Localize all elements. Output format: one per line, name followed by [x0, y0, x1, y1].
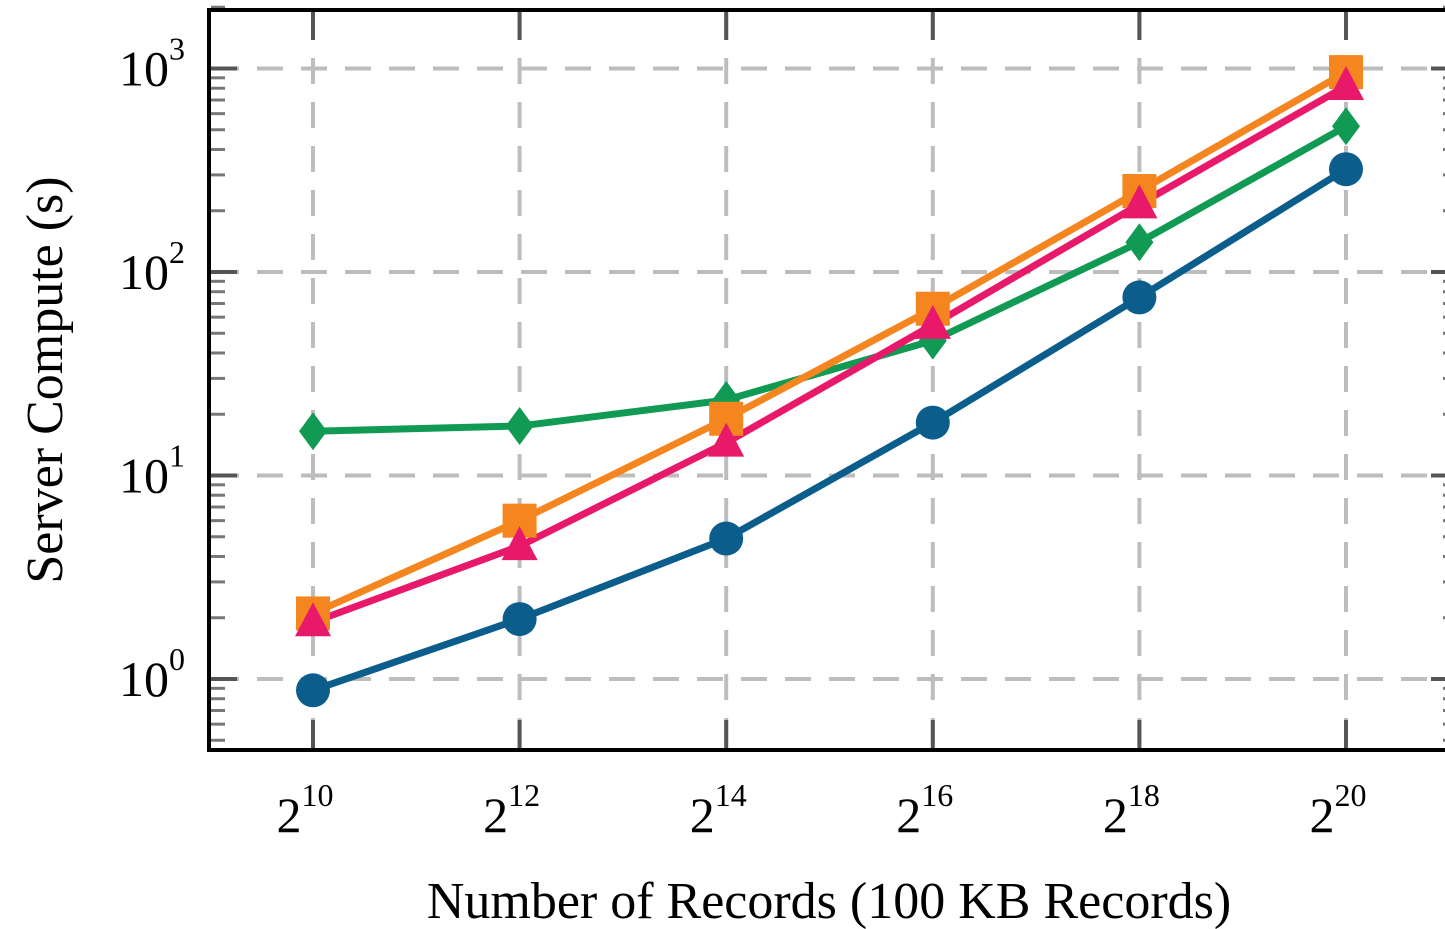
data-point-triangle: [1121, 184, 1158, 219]
y-tick-label: 100: [119, 641, 185, 707]
x-tick-label: 220: [1310, 777, 1367, 843]
data-point-triangle: [708, 422, 745, 457]
x-tick-label: 210: [277, 777, 334, 843]
x-tick-label: 214: [690, 777, 747, 843]
data-point-circle: [296, 673, 330, 708]
data-point-diamond: [1125, 223, 1154, 262]
y-tick-label: 101: [119, 438, 185, 504]
y-tick-label: 103: [119, 31, 185, 97]
data-point-circle: [1122, 280, 1157, 315]
y-tick-label: 102: [119, 234, 185, 300]
series-line-square: [309, 68, 1350, 617]
series-line-diamond: [309, 122, 1350, 435]
series-layer: [295, 55, 1364, 708]
data-point-triangle: [914, 304, 951, 339]
data-point-triangle: [295, 602, 331, 637]
data-point-circle: [915, 405, 950, 440]
data-point-triangle: [1328, 66, 1364, 101]
plot-frame: [207, 8, 1445, 752]
data-point-circle: [1329, 152, 1363, 187]
x-axis-title: Number of Records (100 KB Records): [427, 873, 1231, 929]
data-point-triangle: [501, 526, 538, 561]
y-tick-labels: 100 101 102 103: [119, 31, 185, 708]
series-line-triangle: [309, 82, 1350, 626]
series-line-circle: [309, 165, 1350, 694]
x-tick-label: 218: [1103, 777, 1160, 843]
data-point-circle: [709, 521, 744, 556]
grid-layer: [213, 14, 1445, 746]
x-tick-label: 216: [896, 777, 953, 843]
y-axis-title: Server Compute (s): [17, 176, 74, 583]
data-point-diamond: [505, 407, 534, 446]
data-point-diamond: [1332, 107, 1360, 146]
data-point-circle: [502, 602, 537, 637]
x-tick-labels: 210 212 214 216 218 220: [277, 777, 1367, 843]
x-tick-label: 212: [483, 777, 540, 843]
data-point-diamond: [299, 412, 327, 451]
tick-layer: [211, 5, 1445, 748]
